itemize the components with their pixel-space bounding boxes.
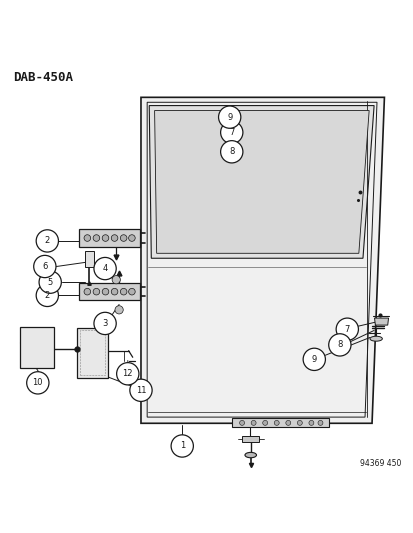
FancyBboxPatch shape [231,418,328,427]
Text: 4: 4 [102,264,107,273]
FancyBboxPatch shape [21,327,53,368]
Circle shape [130,379,152,401]
Circle shape [297,421,301,425]
Text: 3: 3 [102,319,107,328]
Text: 8: 8 [336,341,342,350]
FancyBboxPatch shape [79,283,140,300]
Ellipse shape [244,453,256,458]
Circle shape [93,288,100,295]
FancyBboxPatch shape [85,251,94,266]
Circle shape [171,435,193,457]
Circle shape [102,288,109,295]
FancyBboxPatch shape [79,229,140,247]
FancyBboxPatch shape [77,328,108,378]
Text: 7: 7 [344,325,349,334]
Text: 1: 1 [179,441,185,450]
Text: 5: 5 [47,278,53,287]
Text: 8: 8 [228,147,234,156]
Polygon shape [154,110,368,253]
Circle shape [84,235,90,241]
Text: 11: 11 [135,386,146,395]
Text: 7: 7 [228,128,234,137]
Text: 9: 9 [311,355,316,364]
Circle shape [115,306,123,314]
Circle shape [128,288,135,295]
Circle shape [328,334,350,356]
Text: 9: 9 [226,112,232,122]
Circle shape [302,348,325,370]
Ellipse shape [369,336,382,341]
Text: 2: 2 [45,291,50,300]
Circle shape [94,257,116,280]
Circle shape [273,421,278,425]
Circle shape [39,271,61,293]
Circle shape [120,288,127,295]
Circle shape [33,255,56,278]
Text: 6: 6 [42,262,47,271]
Circle shape [84,288,90,295]
Circle shape [308,421,313,425]
Circle shape [102,235,109,241]
Circle shape [285,421,290,425]
Circle shape [128,235,135,241]
Circle shape [26,372,49,394]
Circle shape [36,284,58,306]
Polygon shape [149,106,373,259]
Circle shape [120,235,127,241]
Text: 94369 450: 94369 450 [358,459,400,468]
Text: 2: 2 [45,237,50,245]
Text: DAB-450A: DAB-450A [13,70,73,84]
Circle shape [251,421,256,425]
Circle shape [116,362,139,385]
Polygon shape [374,318,388,325]
Circle shape [335,318,358,341]
FancyBboxPatch shape [242,435,259,442]
Circle shape [36,230,58,252]
Circle shape [218,106,240,128]
Circle shape [94,312,116,335]
Circle shape [112,276,120,284]
Circle shape [317,421,322,425]
Text: 12: 12 [122,369,133,378]
Polygon shape [141,98,384,423]
Circle shape [111,288,118,295]
Text: 10: 10 [33,378,43,387]
Circle shape [111,235,118,241]
Circle shape [220,141,242,163]
Circle shape [220,122,242,143]
Circle shape [239,421,244,425]
Circle shape [93,235,100,241]
Circle shape [262,421,267,425]
